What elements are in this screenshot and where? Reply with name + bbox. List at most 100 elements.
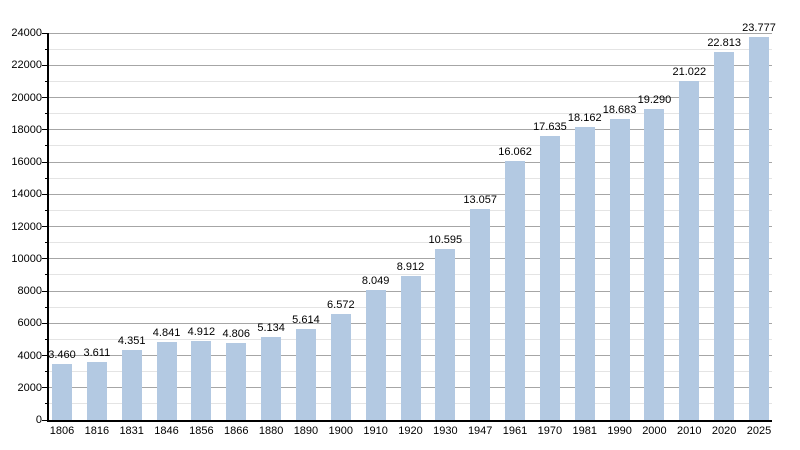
bar-value-label: 3.460 [48, 349, 76, 362]
bar [156, 341, 177, 420]
x-axis-tick-label: 1831 [119, 425, 144, 437]
minor-gridline [48, 80, 772, 82]
bar [470, 209, 491, 420]
x-axis-tick-label: 1961 [502, 425, 528, 437]
bar [574, 127, 595, 420]
major-gridline [48, 32, 772, 34]
y-axis-tick-label: 22000 [11, 59, 42, 72]
x-axis-tick-label: 1920 [398, 425, 423, 437]
bar-value-label: 22.813 [707, 37, 741, 50]
x-axis-tick-label: 1981 [572, 425, 597, 437]
bar [330, 314, 351, 420]
major-gridline [48, 161, 772, 163]
bar [435, 249, 456, 420]
y-axis-tick-label: 10000 [11, 252, 42, 265]
y-minor-tick [44, 371, 48, 373]
y-major-tick [42, 258, 47, 260]
y-major-tick [42, 129, 47, 131]
y-minor-tick [44, 274, 48, 276]
bar-value-label: 19.290 [637, 93, 672, 106]
x-axis-tick-label: 2025 [746, 425, 772, 437]
bar-value-label: 4.351 [117, 334, 146, 347]
bar [539, 135, 560, 420]
y-axis-tick-label: 4000 [17, 349, 42, 362]
y-major-tick [42, 226, 47, 227]
minor-gridline [48, 274, 772, 276]
minor-gridline [48, 48, 772, 50]
minor-gridline [48, 242, 772, 244]
y-minor-tick [44, 403, 48, 405]
major-gridline [48, 258, 772, 260]
bar-value-label: 21.022 [672, 66, 707, 79]
y-axis-tick-label: 6000 [17, 317, 42, 330]
x-axis-tick-label: 1970 [537, 425, 563, 437]
bar-value-label: 4.841 [152, 326, 181, 339]
y-minor-tick [44, 80, 48, 82]
bar-value-label: 18.683 [602, 103, 637, 116]
bar [52, 364, 72, 420]
bar-value-label: 3.611 [83, 346, 111, 359]
bar-value-label: 5.134 [257, 322, 285, 335]
major-gridline [48, 64, 772, 66]
x-axis-tick-label: 1856 [189, 425, 214, 437]
y-axis-tick-label: 20000 [11, 91, 42, 104]
y-major-tick [42, 387, 47, 389]
bar-value-label: 10.595 [428, 234, 463, 247]
x-axis-tick-label: 1910 [363, 425, 388, 437]
bar [714, 52, 735, 420]
y-minor-tick [44, 242, 48, 244]
major-gridline [48, 97, 772, 98]
bar [121, 349, 142, 420]
x-axis-tick-label: 2020 [711, 425, 737, 437]
bar [226, 342, 247, 420]
y-axis-tick-label: 8000 [17, 285, 42, 297]
major-gridline [48, 129, 772, 131]
y-axis-tick-label: 24000 [11, 27, 42, 39]
plot-area: 3.460 3.611 4.351 4.841 4.912 4.806 5.134 5.614… [48, 22, 776, 420]
bar [365, 290, 386, 420]
y-axis-tick-label: 14000 [11, 188, 42, 201]
x-axis-line [46, 420, 772, 422]
bar-value-label: 18.162 [567, 112, 602, 125]
bar-value-label: 6.572 [327, 299, 355, 312]
minor-gridline [48, 113, 772, 115]
bar-value-label: 16.062 [498, 146, 532, 159]
x-axis-tick-label: 1900 [328, 425, 354, 437]
x-axis-tick-label: 1890 [293, 425, 319, 437]
bar [86, 361, 107, 420]
bar-value-label: 17.635 [533, 120, 567, 133]
x-axis-tick-label: 1880 [258, 425, 284, 437]
x-axis-tick-label: 2010 [677, 425, 702, 437]
y-axis-line [46, 33, 49, 422]
major-gridline [48, 226, 772, 227]
x-axis-tick-label: 1990 [607, 425, 632, 437]
bar [644, 108, 665, 420]
bar-value-label: 5.614 [292, 314, 320, 327]
bar [261, 337, 282, 420]
y-axis-tick-label: 18000 [11, 123, 42, 136]
y-major-tick [42, 193, 47, 195]
minor-gridline [48, 177, 772, 179]
x-axis-tick-label: 1930 [433, 425, 458, 437]
y-major-tick [42, 64, 47, 66]
y-minor-tick [44, 48, 48, 50]
bar [505, 161, 526, 420]
y-major-tick [42, 355, 47, 356]
bar [400, 276, 421, 420]
bar [191, 340, 212, 420]
bar [609, 118, 630, 420]
bar-value-label: 13.057 [463, 194, 498, 207]
y-major-tick [42, 290, 47, 292]
major-gridline [48, 193, 772, 195]
bar [749, 36, 769, 420]
y-axis-tick-label: 12000 [11, 220, 42, 233]
y-axis-tick-label: 0 [35, 414, 42, 426]
x-axis-tick-label: 1806 [49, 425, 75, 437]
x-axis-tick-label: 1947 [467, 425, 493, 437]
y-major-tick [42, 419, 47, 421]
bar-value-label: 4.912 [187, 325, 216, 338]
bar-value-label: 23.777 [742, 21, 776, 34]
y-minor-tick [44, 338, 48, 340]
minor-gridline [48, 145, 772, 147]
